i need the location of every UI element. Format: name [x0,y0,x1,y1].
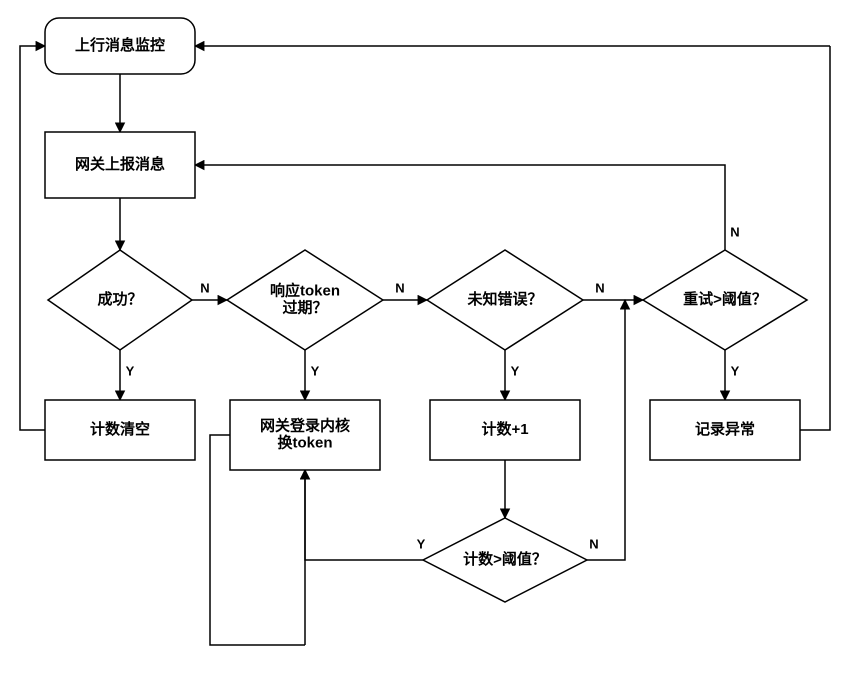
flow-edge [195,165,725,250]
node-inc-label: 计数+1 [481,420,528,438]
node-report-label: 网关上报消息 [75,155,165,173]
node-log-label: 记录异常 [695,420,755,438]
edge-label: Y [731,363,740,378]
node-start-label: 上行消息监控 [75,36,165,54]
edge-label: N [395,280,404,295]
node-token-label: 响应token [270,281,340,299]
edge-label: Y [311,363,320,378]
edge-label: Y [417,536,426,551]
node-login-label: 换token [277,434,332,452]
edge-label: N [200,280,209,295]
flow-edge [20,46,45,430]
edge-label: Y [126,363,135,378]
flow-edge [800,46,830,430]
node-success-label: 成功？ [97,290,142,308]
flowchart-canvas: N N N Y Y Y Y N Y N 上行消息监控网关上报消息成功？ 响应token过期？ 未知错误？… [0,0,841,673]
node-login-label: 网关登录内核 [260,416,350,434]
edge-label: N [595,280,604,295]
node-retry-label: 重试>阈值？ [683,290,767,308]
node-clear-label: 计数清空 [90,420,150,438]
edge-label: N [589,536,598,551]
flow-edge [587,300,625,560]
flow-edge [305,470,423,560]
edge-label: Y [511,363,520,378]
edge-label: N [730,224,739,239]
node-count-label: 计数>阈值？ [463,550,547,568]
node-unknown-label: 未知错误？ [466,290,542,308]
node-token-label: 过期？ [282,299,327,317]
